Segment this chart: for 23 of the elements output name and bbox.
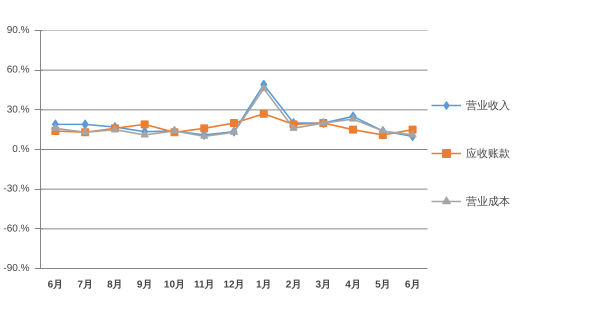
y-tick-label: 90.% (6, 25, 30, 36)
x-tick-label: 2月 (286, 280, 302, 290)
x-tick-label: 7月 (77, 280, 93, 290)
y-tick-label: 0.% (12, 144, 30, 155)
x-tick-label: 8月 (107, 280, 123, 290)
x-tick-label: 12月 (223, 280, 245, 290)
y-tick-label: -60.% (3, 223, 30, 234)
x-tick-label: 6月 (48, 280, 64, 290)
y-tick-label: -30.% (3, 184, 30, 195)
y-tick-label: 60.% (6, 64, 30, 76)
legend-label: 应收账款 (466, 146, 510, 160)
x-tick-label: 10月 (164, 280, 186, 290)
x-tick-label: 3月 (316, 280, 332, 290)
y-tick-label: -90.% (3, 263, 30, 274)
x-tick-label: 1月 (256, 280, 272, 290)
legend-label: 营业收入 (466, 98, 510, 112)
x-tick-label: 4月 (345, 280, 361, 290)
x-tick-label: 9月 (136, 280, 152, 290)
x-tick-label: 6月 (404, 280, 420, 290)
legend-label: 营业成本 (466, 194, 510, 208)
x-tick-label: 5月 (375, 280, 391, 290)
y-tick-label: 30.% (6, 104, 30, 116)
x-tick-label: 11月 (194, 280, 215, 290)
